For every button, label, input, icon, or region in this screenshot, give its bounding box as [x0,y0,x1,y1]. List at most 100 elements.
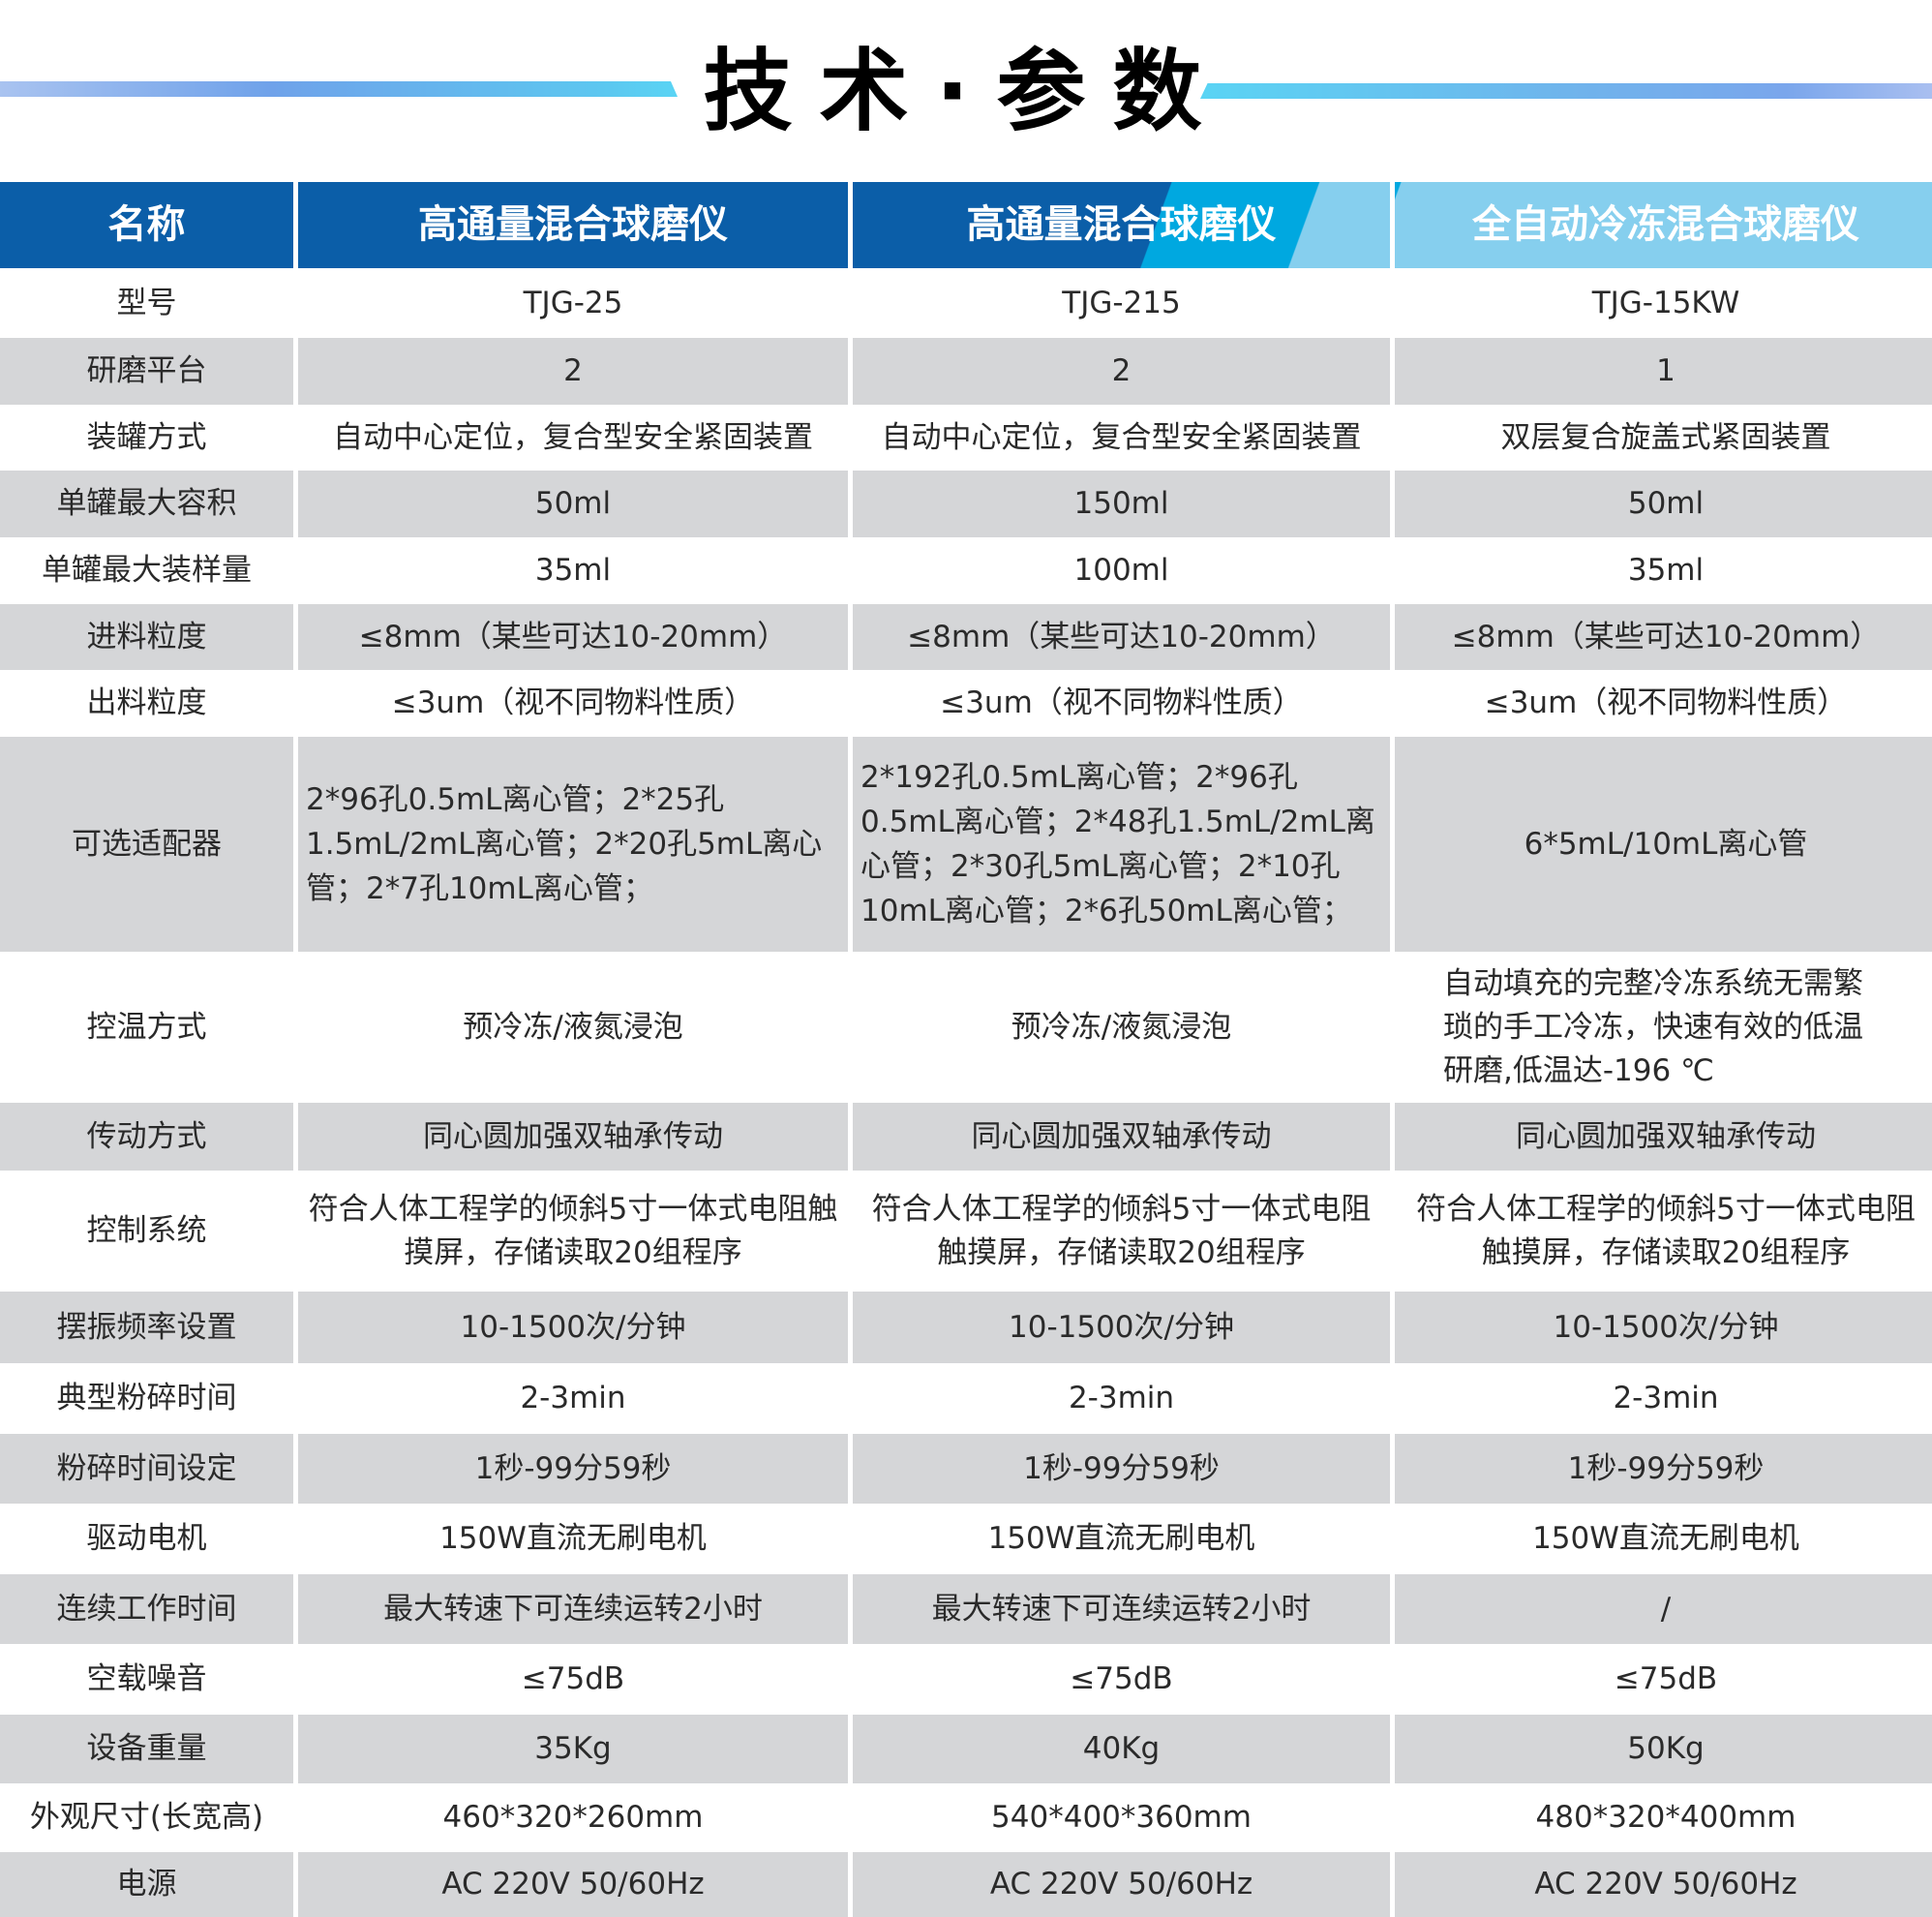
table-cell: ≤3um（视不同物料性质） [391,685,755,720]
row-label: 电源 [0,1852,293,1917]
table-cell: 2-3min [1068,1381,1175,1415]
table-cell: ≤3um（视不同物料性质） [1484,685,1848,720]
table-cell: 2*192孔0.5mL离心管；2*96孔0.5mL离心管；2*48孔1.5mL/… [853,737,1390,952]
table-cell: 460*320*260mm [442,1800,704,1835]
table-cell: 150W直流无刷电机 [439,1521,707,1556]
table-cell: 自动中心定位，复合型安全紧固装置 [333,419,813,455]
row-label: 传动方式 [0,1103,293,1171]
table-header-row: 名称 高通量混合球磨仪 高通量混合球磨仪 全自动冷冻混合球磨仪 [0,182,1932,268]
table-cell: 2-3min [520,1381,626,1415]
table-cell: 同心圆加强双轴承传动 [1395,1103,1932,1171]
table-row: 单罐最大装样量 35ml 100ml 35ml [0,537,1932,604]
table-cell: 1 [1395,338,1932,405]
row-label: 型号 [116,285,177,320]
table-cell: 1秒-99分59秒 [298,1434,848,1504]
table-cell: ≤8mm（某些可达10-20mm） [853,604,1390,670]
table-cell: AC 220V 50/60Hz [298,1852,848,1917]
table-cell: 6*5mL/10mL离心管 [1395,737,1932,952]
table-cell: 预冷冻/液氮浸泡 [1011,1009,1232,1045]
header-cell-model-1: 高通量混合球磨仪 [298,182,848,268]
table-cell: 2 [853,338,1390,405]
table-cell: 双层复合旋盖式紧固装置 [1500,419,1831,455]
decorative-line-right [1200,83,1932,99]
table-cell: 1秒-99分59秒 [853,1434,1390,1504]
row-label: 出料粒度 [86,685,207,720]
table-cell: 35ml [534,553,612,588]
table-cell: 10-1500次/分钟 [298,1292,848,1363]
table-cell: 2 [298,338,848,405]
table-row: 型号 TJG-25 TJG-215 TJG-15KW [0,268,1932,338]
table-cell: 150W直流无刷电机 [1532,1521,1799,1556]
table-cell: ≤8mm（某些可达10-20mm） [1395,604,1932,670]
table-cell: 10-1500次/分钟 [853,1292,1390,1363]
table-row: 摆振频率设置 10-1500次/分钟 10-1500次/分钟 10-1500次/分钟 [0,1292,1932,1363]
table-cell: 预冷冻/液氮浸泡 [463,1009,683,1045]
table-cell: AC 220V 50/60Hz [853,1852,1390,1917]
table-cell: 150W直流无刷电机 [987,1521,1255,1556]
header-cell-model-3: 全自动冷冻混合球磨仪 [1395,182,1932,268]
table-cell: AC 220V 50/60Hz [1395,1852,1932,1917]
table-cell: 最大转速下可连续运转2小时 [853,1574,1390,1644]
row-label: 单罐最大容积 [0,471,293,537]
table-cell: TJG-15KW [1591,285,1740,320]
table-cell: 35ml [1627,553,1705,588]
table-row: 研磨平台 2 2 1 [0,338,1932,405]
table-cell: 自动填充的完整冷冻系统无需繁琐的手工冷冻，快速有效的低温研磨,低温达-196 ℃ [1443,965,1863,1088]
row-label: 典型粉碎时间 [56,1381,237,1415]
table-row: 电源 AC 220V 50/60Hz AC 220V 50/60Hz AC 220V … [0,1852,1932,1917]
header-cell-model-2: 高通量混合球磨仪 [853,182,1390,268]
table-row: 出料粒度 ≤3um（视不同物料性质） ≤3um（视不同物料性质） ≤3um（视不同物料… [0,670,1932,737]
row-label: 控制系统 [86,1213,207,1248]
table-row: 空载噪音 ≤75dB ≤75dB ≤75dB [0,1644,1932,1715]
table-cell: 同心圆加强双轴承传动 [853,1103,1390,1171]
table-row: 可选适配器 2*96孔0.5mL离心管；2*25孔1.5mL/2mL离心管；2*2… [0,737,1932,952]
table-row: 进料粒度 ≤8mm（某些可达10-20mm） ≤8mm（某些可达10-20mm） ≤8… [0,604,1932,670]
table-cell: 100ml [1073,553,1169,588]
table-cell: 50ml [298,471,848,537]
table-cell: 540*400*360mm [991,1800,1252,1835]
table-cell: / [1395,1574,1932,1644]
table-cell: ≤75dB [1070,1661,1173,1696]
table-cell: ≤8mm（某些可达10-20mm） [298,604,848,670]
table-cell: 50ml [1395,471,1932,537]
table-cell: 10-1500次/分钟 [1395,1292,1932,1363]
table-cell: 50Kg [1395,1715,1932,1783]
row-label: 进料粒度 [0,604,293,670]
table-cell: 同心圆加强双轴承传动 [298,1103,848,1171]
row-label: 单罐最大装样量 [42,553,252,588]
decorative-line-left [0,81,678,97]
table-row: 典型粉碎时间 2-3min 2-3min 2-3min [0,1363,1932,1434]
table-row: 控制系统 符合人体工程学的倾斜5寸一体式电阻触摸屏，存储读取20组程序 符合人体工程… [0,1171,1932,1292]
row-label: 粉碎时间设定 [0,1434,293,1504]
title-banner: 技术·参数 [0,0,1932,182]
table-row: 设备重量 35Kg 40Kg 50Kg [0,1715,1932,1783]
table-cell: TJG-25 [523,285,623,320]
table-cell: 150ml [853,471,1390,537]
table-cell: 35Kg [298,1715,848,1783]
table-cell: 符合人体工程学的倾斜5寸一体式电阻触摸屏，存储读取20组程序 [1416,1191,1916,1270]
table-cell: 符合人体工程学的倾斜5寸一体式电阻触摸屏，存储读取20组程序 [308,1191,838,1270]
table-cell: 最大转速下可连续运转2小时 [298,1574,848,1644]
table-cell: ≤75dB [1614,1661,1718,1696]
spec-table: 名称 高通量混合球磨仪 高通量混合球磨仪 全自动冷冻混合球磨仪 型号 TJG-25… [0,182,1932,1917]
table-cell: ≤3um（视不同物料性质） [940,685,1303,720]
table-cell: 40Kg [853,1715,1390,1783]
table-cell: 自动中心定位，复合型安全紧固装置 [881,419,1362,455]
table-cell: 1秒-99分59秒 [1395,1434,1932,1504]
row-label: 设备重量 [0,1715,293,1783]
page-title: 技术·参数 [703,40,1229,143]
table-row: 控温方式 预冷冻/液氮浸泡 预冷冻/液氮浸泡 自动填充的完整冷冻系统无需繁琐的手工冷冻… [0,952,1932,1103]
table-cell: TJG-215 [1062,285,1181,320]
row-label: 研磨平台 [0,338,293,405]
table-row: 单罐最大容积 50ml 150ml 50ml [0,471,1932,537]
row-label: 驱动电机 [86,1521,207,1556]
header-cell-name: 名称 [0,182,293,268]
row-label: 装罐方式 [86,419,207,455]
table-cell: 符合人体工程学的倾斜5寸一体式电阻触摸屏，存储读取20组程序 [871,1191,1372,1270]
table-row: 粉碎时间设定 1秒-99分59秒 1秒-99分59秒 1秒-99分59秒 [0,1434,1932,1504]
row-label: 外观尺寸(长宽高) [29,1800,264,1835]
row-label: 连续工作时间 [0,1574,293,1644]
table-row: 连续工作时间 最大转速下可连续运转2小时 最大转速下可连续运转2小时 / [0,1574,1932,1644]
row-label: 空载噪音 [86,1661,207,1696]
table-cell: 2-3min [1613,1381,1719,1415]
